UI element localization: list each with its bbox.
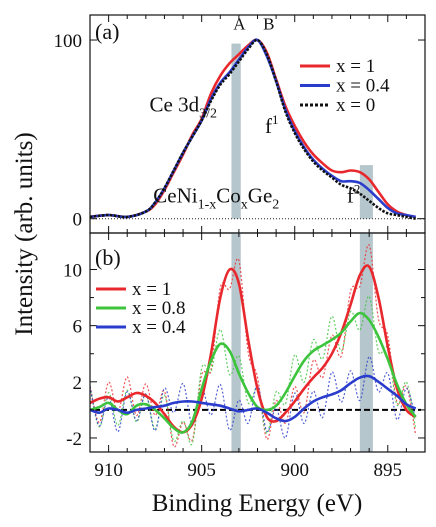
- annotation-text: Ce 3d: [150, 92, 200, 116]
- x-tick-label: 905: [187, 460, 216, 481]
- shaded-band-a: [231, 233, 241, 452]
- annotation-text: CeNi: [153, 184, 197, 208]
- legend-label-2: x = 0.4: [336, 76, 390, 97]
- series-line-2: [89, 311, 417, 434]
- shaded-band-b: [359, 233, 373, 452]
- shaded-band-a: [231, 43, 241, 219]
- annotation-sub3: 2: [272, 198, 279, 213]
- y-tick-label: 10: [63, 261, 82, 282]
- annotation-2: f1: [265, 112, 279, 138]
- series-line-3: [89, 374, 417, 423]
- annotation-sub: 3/2: [199, 106, 217, 121]
- annotation-text2: Co: [216, 184, 241, 208]
- annotation-text: f: [347, 184, 354, 208]
- annotation-sub: 1-x: [198, 198, 217, 213]
- annotation-text3: Ge: [248, 184, 273, 208]
- annotation-5: A: [233, 14, 246, 33]
- legend-label-3: x = 0: [336, 95, 375, 116]
- x-tick-label: 910: [94, 460, 123, 481]
- annotation-3: CeNi1-xCoxGe2: [153, 184, 279, 213]
- y-tick-label: 100: [54, 31, 83, 52]
- annotation-1: Ce 3d3/2: [150, 92, 217, 121]
- annotation-4: f2: [347, 182, 361, 208]
- x-tick-label: 900: [280, 460, 309, 481]
- series-line-1: [89, 264, 417, 434]
- annotation-6: B: [263, 14, 274, 33]
- legend-label-1: x = 1: [132, 279, 171, 300]
- annotation-sub2: x: [241, 198, 248, 213]
- y-tick-label: -2: [66, 429, 82, 450]
- legend-label-2: x = 0.8: [132, 298, 185, 319]
- y-tick-label: 2: [73, 373, 83, 394]
- plot-frame: [89, 232, 426, 453]
- annotation-sup: 1: [272, 112, 279, 127]
- annotation-sup: 2: [354, 182, 361, 197]
- y-axis-label: Intensity (arb. units): [11, 132, 38, 335]
- y-tick-label: 0: [73, 210, 83, 231]
- y-tick-label: 6: [73, 317, 83, 338]
- legend-label-1: x = 1: [336, 56, 375, 77]
- x-axis-label: Binding Energy (eV): [152, 490, 363, 517]
- panel-b: -2 2 6 10 (b) x = 1x = 0.8x = 0.4 910 905 900 895: [63, 232, 426, 481]
- series-line-3: [89, 38, 416, 220]
- annotation-text: B: [263, 14, 274, 33]
- legend-label-3: x = 0.4: [132, 317, 186, 338]
- annotation-text: f: [265, 114, 272, 138]
- panel-label: (a): [95, 19, 119, 44]
- x-tick-label: 895: [374, 460, 403, 481]
- panel-label: (b): [95, 245, 121, 270]
- annotation-text: A: [233, 14, 246, 33]
